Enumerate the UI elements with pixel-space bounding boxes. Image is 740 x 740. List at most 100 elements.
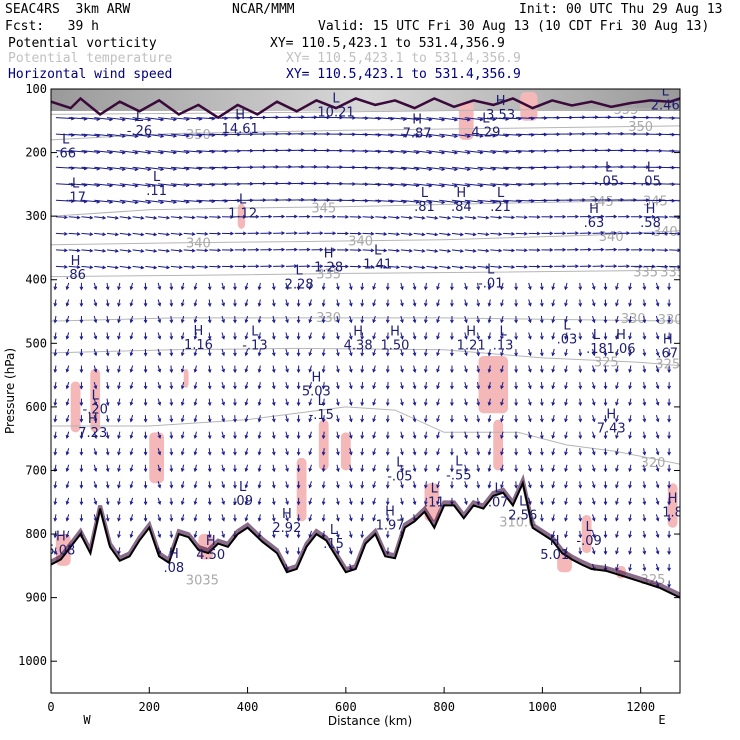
wind-vector: [349, 415, 352, 422]
wind-vector-head: [230, 264, 235, 269]
wind-vector: [361, 464, 364, 472]
pv-shading-region: [458, 101, 474, 140]
wind-vector: [349, 332, 352, 339]
wind-vector: [564, 398, 568, 406]
theta-label: 335: [633, 266, 658, 281]
wind-vector-head: [684, 117, 687, 120]
wind-vector: [55, 265, 67, 268]
wind-vector-head: [319, 231, 324, 236]
wind-vector-head: [591, 501, 596, 506]
wind-vector: [68, 199, 87, 203]
wind-vector-head: [296, 534, 301, 539]
marker-value: .84: [451, 200, 472, 215]
wind-vector: [170, 133, 189, 137]
wind-vector: [579, 547, 581, 554]
wind-vector: [309, 431, 312, 439]
wind-vector-head: [500, 484, 504, 489]
wind-vector-head: [336, 435, 340, 440]
wind-vector: [130, 365, 134, 372]
wind-vector-head: [143, 435, 148, 440]
wind-vector: [579, 348, 581, 356]
wind-vector: [540, 497, 543, 505]
marker-value: 3.53: [486, 108, 515, 123]
wind-vector: [66, 514, 70, 521]
wind-vector-head: [134, 117, 139, 122]
wind-vector: [170, 150, 189, 153]
wind-vector-head: [105, 517, 110, 522]
wind-vector: [132, 150, 151, 154]
wind-vector-head: [667, 418, 671, 423]
wind-vector-head: [360, 402, 365, 407]
wind-vector-head: [257, 385, 262, 390]
wind-vector-head: [412, 352, 417, 357]
wind-vector: [183, 166, 202, 170]
wind-vector-head: [178, 265, 183, 270]
wind-vector: [285, 481, 289, 488]
wind-vector-head: [459, 232, 464, 237]
wind-vector-head: [121, 200, 126, 205]
wind-vector: [221, 381, 225, 389]
wind-vector: [322, 497, 325, 505]
wind-vector: [157, 497, 161, 505]
wind-vector: [500, 348, 504, 356]
wind-vector: [413, 415, 416, 422]
low-marker: L: [374, 243, 382, 258]
wind-vector-head: [400, 352, 404, 357]
wind-vector: [158, 166, 177, 170]
marker-value: 4.50: [196, 548, 225, 563]
wind-vector-head: [400, 517, 404, 522]
wind-vector: [361, 497, 364, 505]
wind-vector: [119, 183, 138, 187]
wind-vector-head: [464, 352, 468, 357]
wind-vector-head: [178, 248, 183, 253]
wind-vector: [208, 448, 211, 455]
wind-vector: [655, 415, 659, 422]
marker-value: -.20: [83, 402, 108, 417]
wind-vector: [157, 299, 161, 306]
wind-vector: [272, 365, 275, 373]
wind-vector: [258, 431, 261, 439]
wind-vector: [106, 166, 125, 170]
wind-vector: [208, 282, 211, 290]
wind-vector-head: [615, 368, 619, 373]
wind-vector-head: [400, 451, 404, 456]
wind-vector-head: [105, 352, 110, 357]
wind-vector: [564, 448, 568, 455]
wind-vector-head: [169, 319, 174, 324]
wind-vector: [361, 514, 364, 521]
wind-vector: [413, 150, 432, 154]
wind-vector: [81, 183, 100, 186]
wind-vector-head: [528, 434, 532, 439]
wind-vector: [66, 299, 70, 306]
wind-vector: [170, 431, 173, 439]
wind-vector: [477, 199, 496, 203]
wind-vector: [500, 315, 504, 323]
wind-vector: [643, 415, 646, 422]
wind-vector: [425, 497, 427, 505]
wind-vector: [54, 481, 57, 488]
wind-vector: [439, 249, 451, 252]
wind-vector: [400, 431, 404, 439]
x-tick-label: 0: [47, 700, 54, 714]
wind-vector-head: [105, 402, 110, 407]
wind-vector-head: [500, 434, 504, 439]
wind-vector: [464, 299, 468, 306]
wind-vector: [221, 415, 225, 422]
wind-vector: [170, 249, 182, 252]
high-marker: H: [88, 412, 98, 427]
wind-vector: [130, 464, 134, 472]
wind-vector: [500, 365, 504, 372]
wind-vector: [208, 514, 211, 521]
wind-vector: [106, 514, 109, 521]
wind-vector: [592, 381, 595, 389]
wind-vector: [579, 382, 581, 389]
wind-vector: [413, 464, 416, 472]
wind-vector-head: [157, 352, 162, 357]
wind-vector: [130, 415, 134, 422]
wind-vector: [309, 481, 312, 488]
model-label: SEAC4RS 3km ARW: [5, 2, 131, 17]
wind-vector-head: [450, 468, 454, 473]
wind-vector-head: [464, 434, 468, 439]
wind-vector: [221, 315, 225, 323]
x-axis-west-label: W: [83, 713, 91, 727]
